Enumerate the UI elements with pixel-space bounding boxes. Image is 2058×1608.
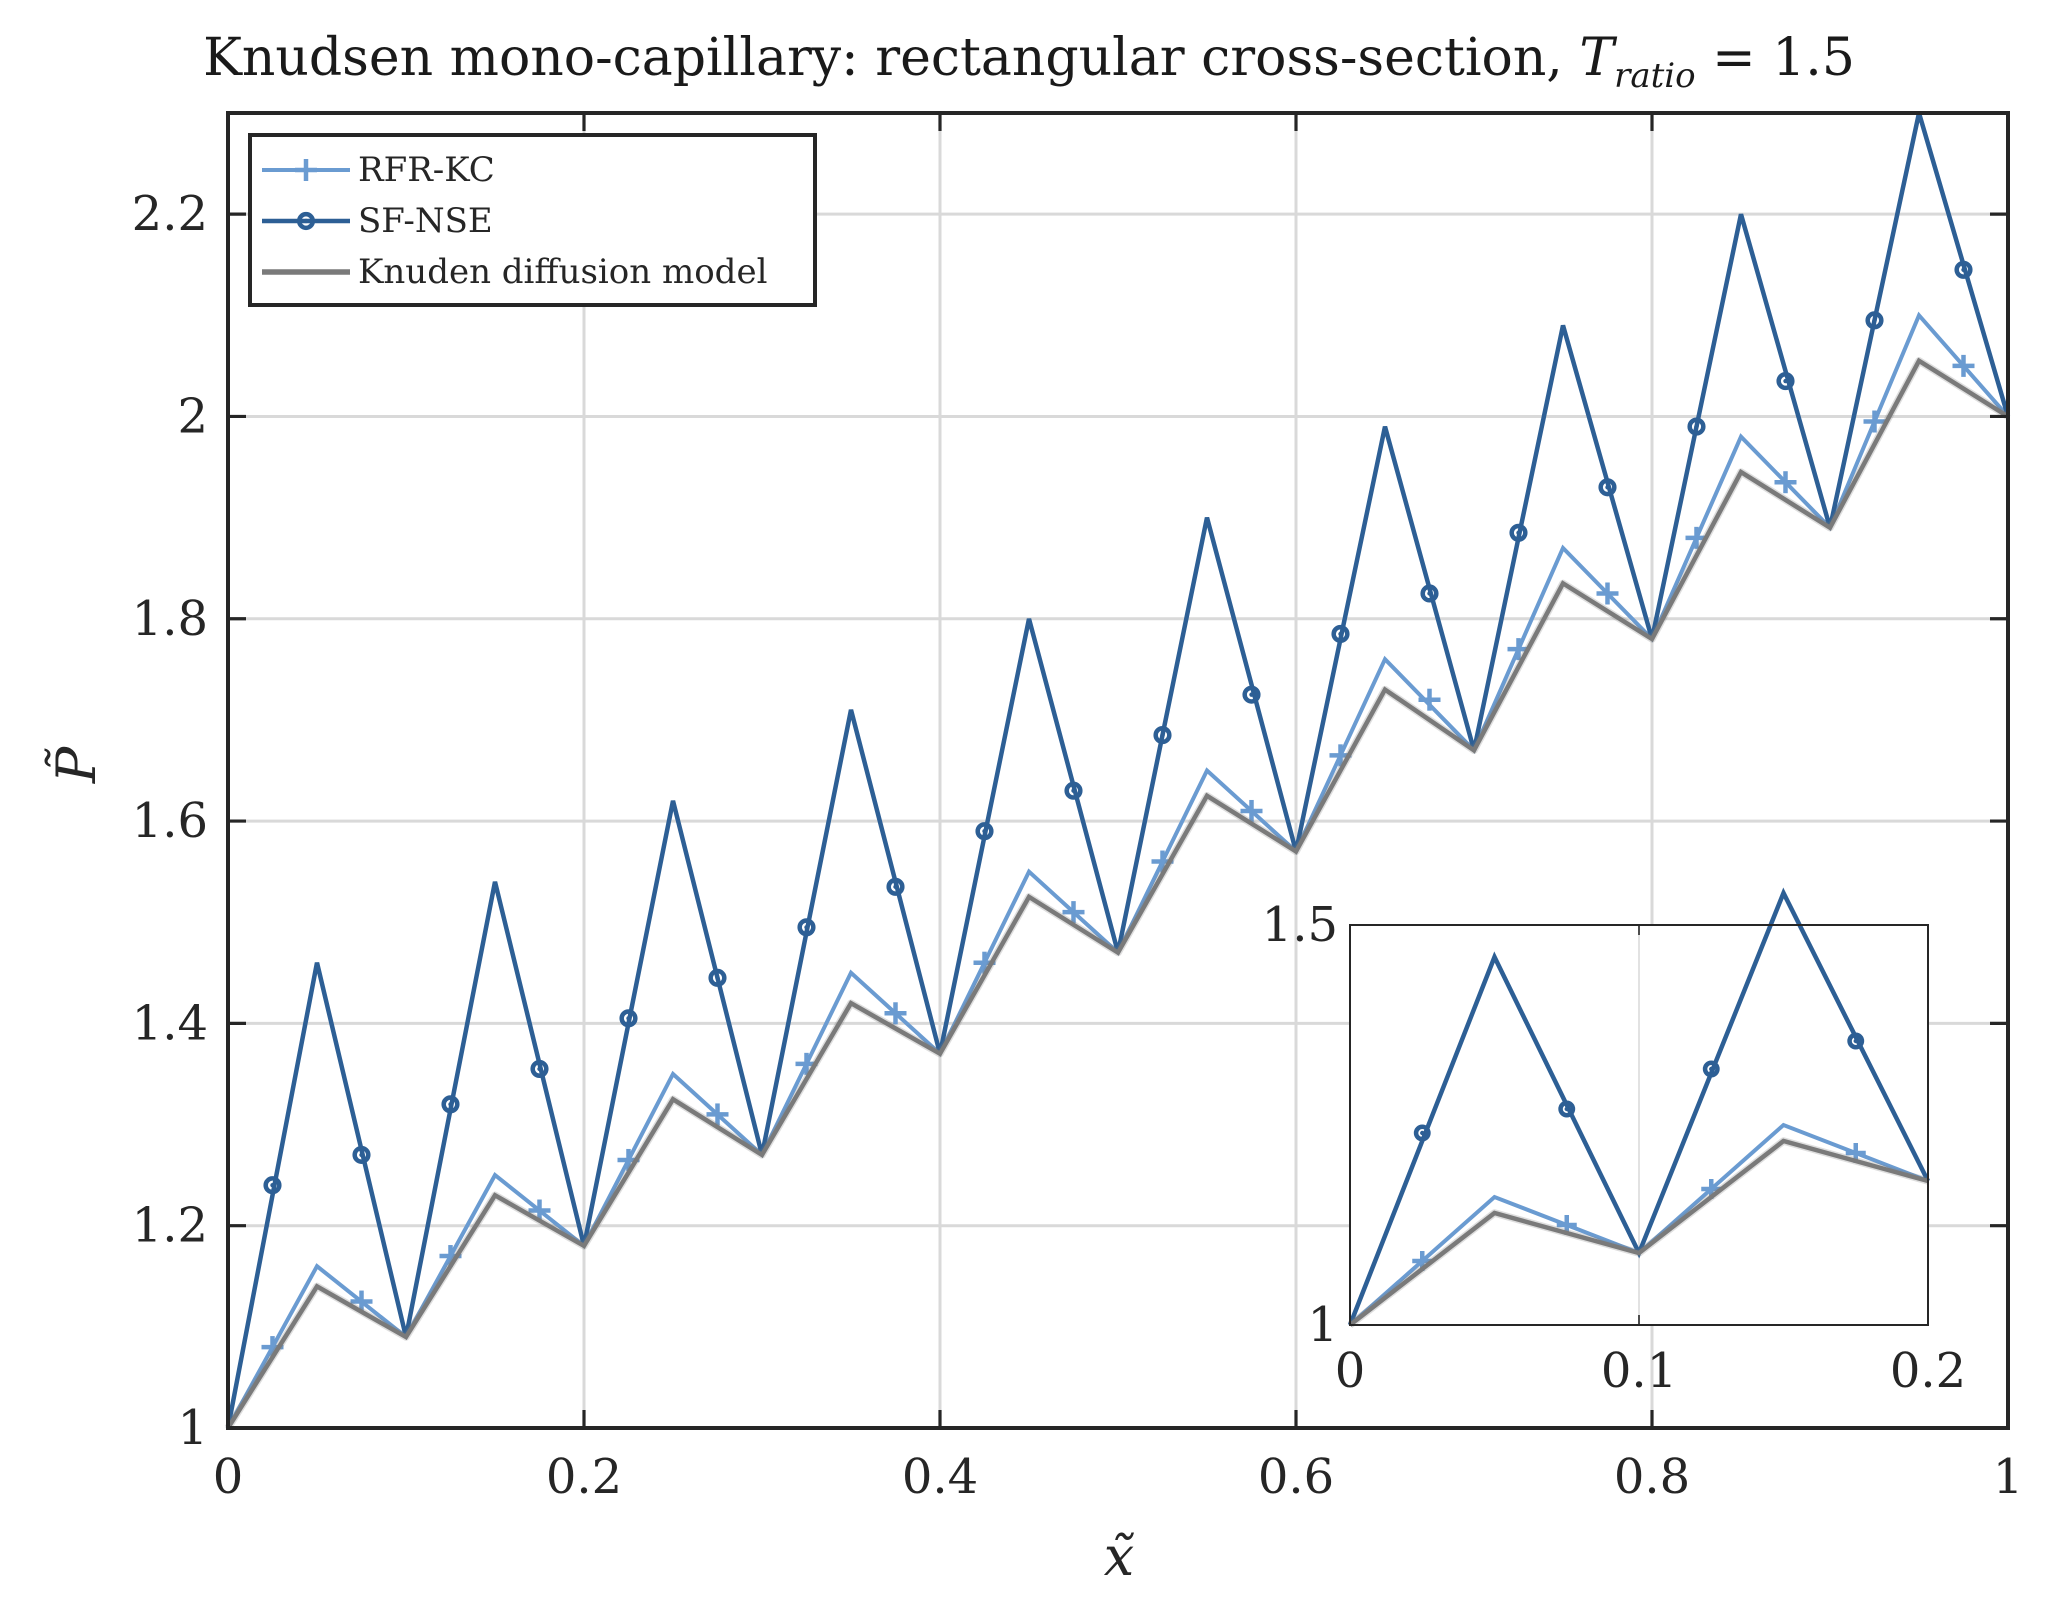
marker-sf-nse-dot: [1516, 530, 1521, 535]
main-plot-area: 0 0.2 0.4 0.6 0.8 1 1 1.2 1.4 1.6 1.8 2 2.2: [132, 111, 2024, 1505]
inset-marker-sf-nse: [1413, 1124, 1431, 1142]
inset-plot-area: 0 0.1 0.2 1 1.5: [1262, 887, 1966, 1399]
y-tick-label: 1.2: [132, 1198, 208, 1254]
marker-sf-nse: [1954, 260, 1973, 279]
marker-sf-nse: [975, 822, 994, 841]
legend: RFR-KC SF-NSE Knuden diffusion model: [248, 133, 817, 307]
legend-marker-sf-nse: [296, 211, 316, 231]
x-tick-label: 0.6: [1258, 1449, 1334, 1505]
marker-sf-nse: [1420, 584, 1439, 603]
marker-sf-nse-dot: [537, 1066, 542, 1072]
marker-rfr-kc: [1240, 799, 1263, 822]
y-tick-label: 2: [177, 388, 208, 444]
marker-sf-nse: [1331, 624, 1350, 644]
inset-y-tick-label: 1: [1307, 1297, 1338, 1353]
marker-sf-nse-dot: [359, 1152, 364, 1158]
marker-sf-nse: [1687, 417, 1706, 436]
inset-y-tick-label: 1.5: [1262, 897, 1338, 953]
marker-sf-nse: [1865, 311, 1884, 330]
marker-sf-nse-dot: [1249, 692, 1254, 697]
x-tick-label: 0.4: [902, 1449, 978, 1505]
marker-sf-nse-dot: [1694, 424, 1699, 429]
legend-label-sf-nse: SF-NSE: [358, 201, 493, 241]
marker-sf-nse-dot: [1338, 631, 1343, 637]
x-tick-label: 0.8: [1614, 1449, 1690, 1505]
marker-sf-nse: [530, 1059, 549, 1078]
x-tick-label: 1: [1993, 1449, 2024, 1505]
marker-rfr-kc: [1863, 410, 1886, 433]
marker-rfr-kc: [1952, 354, 1975, 377]
marker-sf-nse: [263, 1176, 282, 1195]
marker-sf-nse-dot: [982, 828, 987, 834]
marker-rfr-kc: [706, 1103, 729, 1126]
marker-sf-nse-dot: [1872, 318, 1877, 323]
marker-sf-nse-dot: [1427, 591, 1432, 596]
marker-sf-nse-dot: [270, 1183, 275, 1188]
inset-marker-sf-nse: [1847, 1032, 1865, 1050]
marker-sf-nse: [1509, 523, 1528, 542]
marker-sf-nse-dot: [1071, 788, 1076, 793]
marker-sf-nse-dot: [1160, 732, 1165, 738]
legend-marker-sf-nse-dot: [303, 218, 309, 224]
marker-sf-nse-dot: [715, 975, 720, 981]
marker-sf-nse: [1153, 726, 1172, 745]
y-axis-label: P̃: [44, 745, 108, 784]
legend-label-rfr-kc: RFR-KC: [358, 150, 495, 190]
marker-sf-nse-dot: [804, 925, 809, 930]
y-tick-label: 2.2: [132, 186, 208, 242]
inset-marker-sf-nse: [1558, 1100, 1576, 1118]
marker-sf-nse: [1776, 371, 1795, 391]
y-tick-label: 1.6: [132, 793, 208, 849]
marker-sf-nse: [1242, 685, 1261, 704]
marker-rfr-kc: [350, 1290, 373, 1313]
inset-marker-sf-nse-dot: [1709, 1066, 1714, 1072]
marker-sf-nse-dot: [1783, 378, 1788, 384]
marker-sf-nse: [708, 968, 727, 987]
marker-sf-nse-dot: [448, 1102, 453, 1107]
y-tick-label: 1: [177, 1400, 208, 1456]
inset-x-tick-label: 0: [1335, 1343, 1366, 1399]
legend-marker-rfr-kc: [295, 159, 317, 181]
marker-rfr-kc: [1062, 901, 1085, 924]
marker-sf-nse: [886, 877, 905, 896]
inset-marker-sf-nse: [1702, 1060, 1720, 1078]
legend-label-knuden-diffusion-model: Knuden diffusion model: [358, 252, 767, 292]
marker-sf-nse-dot: [1961, 267, 1966, 272]
axes-box: [226, 111, 2010, 1430]
marker-sf-nse: [1598, 478, 1617, 497]
marker-rfr-kc: [1774, 471, 1797, 494]
marker-sf-nse: [1064, 781, 1083, 800]
marker-sf-nse: [352, 1145, 371, 1164]
chart-title: Knudsen mono-capillary: rectangular cros…: [203, 28, 1855, 96]
inset-series-line-knuden-diffusion-model: [1348, 1138, 1929, 1327]
inset-marker-sf-nse-dot: [1564, 1106, 1569, 1112]
series-line-knuden-diffusion-model: [226, 357, 2010, 1430]
inset-x-tick-label: 0.1: [1601, 1343, 1677, 1399]
y-tick-label: 1.8: [132, 591, 208, 647]
x-tick-label: 0.2: [546, 1449, 622, 1505]
marker-rfr-kc: [1596, 582, 1619, 605]
marker-sf-nse: [797, 918, 816, 937]
marker-sf-nse: [441, 1095, 460, 1114]
marker-sf-nse-dot: [626, 1016, 631, 1021]
marker-sf-nse: [619, 1009, 638, 1028]
marker-rfr-kc: [884, 1002, 907, 1025]
marker-sf-nse-dot: [1605, 485, 1610, 490]
inset-x-tick-label: 0.2: [1890, 1343, 1966, 1399]
y-tick-label: 1.4: [132, 995, 208, 1051]
inset-marker-sf-nse-dot: [1853, 1038, 1858, 1044]
marker-rfr-kc: [528, 1199, 551, 1222]
marker-sf-nse-dot: [893, 884, 898, 890]
inset-marker-sf-nse-dot: [1420, 1130, 1425, 1136]
x-tick-label: 0: [213, 1449, 244, 1505]
x-axis-label: x̃: [1104, 1525, 1135, 1588]
marker-rfr-kc: [1418, 688, 1441, 711]
